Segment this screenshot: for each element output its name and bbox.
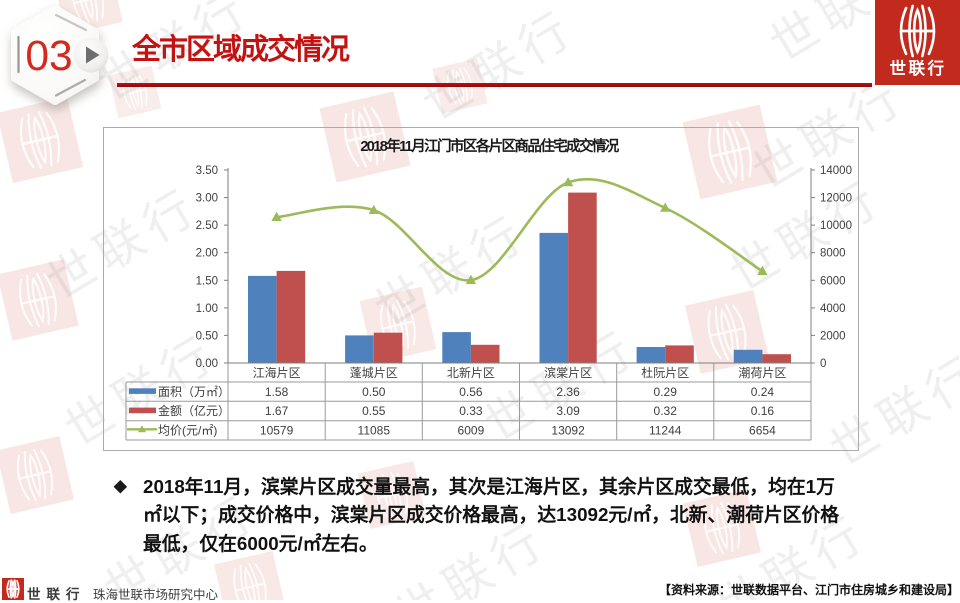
svg-text:0.16: 0.16 <box>751 404 775 418</box>
svg-text:14000: 14000 <box>820 165 852 177</box>
svg-text:世联行: 世联行 <box>890 58 947 78</box>
svg-text:11085: 11085 <box>358 424 391 438</box>
svg-text:1.58: 1.58 <box>265 385 289 399</box>
svg-text:1.00: 1.00 <box>196 303 218 315</box>
svg-text:0: 0 <box>820 358 826 370</box>
svg-text:1.50: 1.50 <box>196 275 218 287</box>
svg-text:11244: 11244 <box>649 424 682 438</box>
svg-text:8000: 8000 <box>820 248 846 260</box>
svg-text:6009: 6009 <box>458 424 485 438</box>
svg-text:0.56: 0.56 <box>459 385 483 399</box>
svg-text:4000: 4000 <box>820 303 846 315</box>
svg-text:6000: 6000 <box>820 275 846 287</box>
svg-text:0.00: 0.00 <box>196 358 218 370</box>
svg-text:0.50: 0.50 <box>196 330 218 342</box>
svg-text:世联行: 世联行 <box>414 1 585 133</box>
svg-text:北新片区: 北新片区 <box>447 365 495 380</box>
svg-text:滨棠片区: 滨棠片区 <box>544 365 592 380</box>
svg-text:0.24: 0.24 <box>751 385 775 399</box>
svg-text:蓬城片区: 蓬城片区 <box>350 366 398 380</box>
svg-text:2.36: 2.36 <box>556 385 580 399</box>
svg-text:0.29: 0.29 <box>654 385 678 399</box>
svg-text:13092: 13092 <box>551 424 585 438</box>
svg-text:0.50: 0.50 <box>362 385 386 399</box>
svg-text:10000: 10000 <box>820 220 852 232</box>
svg-text:杜阮片区: 杜阮片区 <box>641 365 689 380</box>
svg-text:1.67: 1.67 <box>265 404 289 418</box>
svg-text:2.50: 2.50 <box>196 220 218 232</box>
svg-text:潮荷片区: 潮荷片区 <box>738 365 786 380</box>
svg-text:0.33: 0.33 <box>459 404 483 418</box>
svg-text:均价(元/㎡): 均价(元/㎡) <box>158 424 217 438</box>
svg-text:0.55: 0.55 <box>362 404 386 418</box>
svg-text:0.32: 0.32 <box>654 404 678 418</box>
svg-text:金额（亿元）: 金额（亿元） <box>158 403 230 418</box>
svg-text:10579: 10579 <box>260 424 294 438</box>
svg-text:3.09: 3.09 <box>556 404 580 418</box>
svg-text:2018年11月江门市区各片区商品住宅成交情况: 2018年11月江门市区各片区商品住宅成交情况 <box>360 137 619 155</box>
svg-text:江海片区: 江海片区 <box>253 365 301 380</box>
svg-text:6654: 6654 <box>749 424 776 438</box>
svg-text:03: 03 <box>25 33 72 80</box>
svg-text:12000: 12000 <box>820 193 852 205</box>
svg-text:3.00: 3.00 <box>196 193 218 205</box>
svg-text:3.50: 3.50 <box>196 165 218 177</box>
svg-text:面积（万㎡）: 面积（万㎡） <box>158 385 230 399</box>
svg-text:2000: 2000 <box>820 330 846 342</box>
svg-text:2.00: 2.00 <box>196 248 218 260</box>
